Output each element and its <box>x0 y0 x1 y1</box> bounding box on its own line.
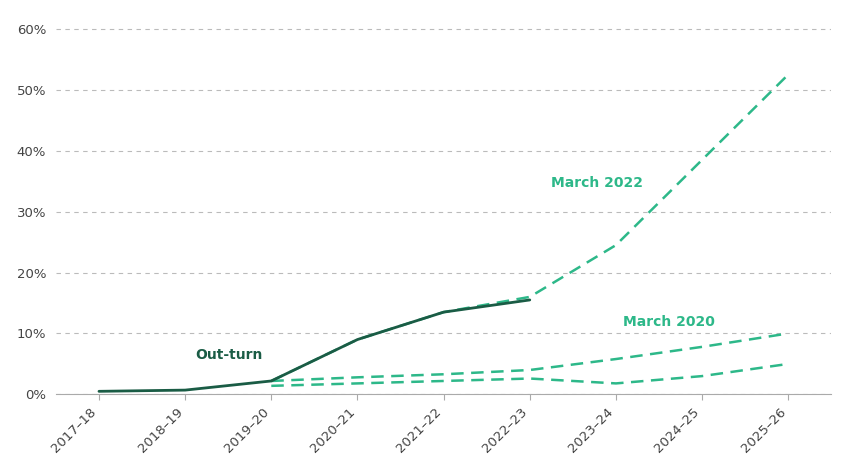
Text: Out-turn: Out-turn <box>196 348 263 362</box>
Text: March 2022: March 2022 <box>551 176 644 190</box>
Text: March 2020: March 2020 <box>622 314 715 329</box>
